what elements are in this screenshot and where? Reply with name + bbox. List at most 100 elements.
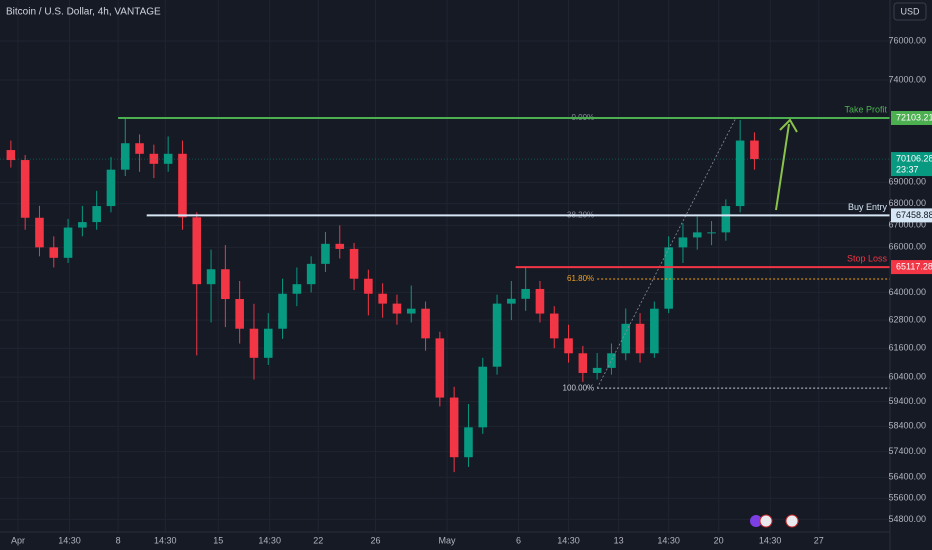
candle-body: [335, 243, 345, 249]
y-tick-label: 61600.00: [888, 343, 926, 353]
level-price-label: 72103.21: [896, 112, 932, 122]
event-icon[interactable]: [785, 514, 799, 528]
candle-body: [578, 353, 588, 373]
y-tick-label: 54800.00: [888, 514, 926, 524]
candle-body: [192, 217, 202, 285]
x-tick-label: 27: [814, 535, 824, 545]
axes: 76000.00 74000.00 69000.00 68000.00 67000.00…: [11, 35, 932, 545]
candle-body: [292, 284, 302, 294]
candle-body: [607, 353, 616, 368]
x-tick-label: Apr: [11, 535, 25, 545]
x-tick-label: 14:30: [258, 535, 281, 545]
event-icon[interactable]: [750, 515, 762, 527]
candle-body: [306, 263, 316, 285]
y-tick-label: 55600.00: [888, 493, 926, 503]
level-name: Take Profit: [844, 104, 887, 114]
x-tick-label: 6: [516, 535, 521, 545]
x-tick-label: May: [438, 535, 456, 545]
y-tick-label: 68000.00: [888, 198, 926, 208]
y-tick-label: 62800.00: [888, 314, 926, 324]
candle-body: [449, 397, 459, 458]
level-name: Stop Loss: [847, 253, 888, 263]
y-tick-label: 66000.00: [888, 242, 926, 252]
candle-body: [478, 366, 488, 428]
candle-body: [92, 206, 101, 223]
candle-body: [735, 140, 745, 207]
candle-body: [206, 269, 216, 285]
candle-body: [35, 217, 44, 248]
candle-body: [235, 299, 244, 329]
current-price-label: 70106.28: [896, 153, 932, 163]
level-price-label: 67458.88: [896, 210, 932, 220]
candle-body: [521, 288, 530, 299]
x-tick-label: 8: [116, 535, 121, 545]
candle-body: [278, 293, 287, 329]
arrow-shaft: [775, 123, 790, 211]
y-tick-label: 76000.00: [888, 35, 926, 45]
event-icons: [750, 514, 799, 528]
candle-body: [492, 303, 502, 367]
y-tick-label: 60400.00: [888, 371, 926, 381]
fib-level-label: 61.80%: [567, 274, 594, 283]
candle-body: [421, 308, 430, 339]
x-tick-label: 14:30: [657, 535, 680, 545]
candle-body: [221, 269, 230, 300]
candle-body: [721, 206, 731, 233]
candle-body: [120, 143, 130, 170]
candle-body: [692, 232, 702, 238]
x-tick-label: 14:30: [759, 535, 782, 545]
event-icon[interactable]: [759, 514, 773, 528]
x-tick-label: 14:30: [154, 535, 177, 545]
level-price-box: [891, 208, 932, 223]
candle-body: [392, 303, 402, 314]
x-tick-label: 13: [614, 535, 624, 545]
candle-body: [6, 150, 16, 161]
level-price-box: [891, 260, 932, 275]
currency-label[interactable]: USD: [900, 6, 920, 16]
fib-trend-line: [596, 117, 737, 389]
y-tick-label: 58400.00: [888, 421, 926, 431]
x-tick-label: 15: [213, 535, 223, 545]
y-tick-label: 64000.00: [888, 287, 926, 297]
candle-body: [650, 308, 659, 354]
y-tick-label: 74000.00: [888, 74, 926, 84]
y-tick-label: 59400.00: [888, 396, 926, 406]
fib-level-label: 100.00%: [563, 383, 595, 392]
candle-body: [592, 367, 602, 373]
level-name: Buy Entry: [848, 202, 888, 212]
candle-body: [621, 323, 631, 354]
x-tick-label: 14:30: [58, 535, 81, 545]
symbol-title: Bitcoin / U.S. Dollar, 4h, VANTAGE: [6, 7, 161, 18]
candle-body: [135, 143, 144, 154]
level-price-label: 65117.28: [896, 261, 932, 271]
candle-body: [635, 323, 645, 354]
currency-button[interactable]: [893, 2, 927, 21]
candle-body: [535, 288, 545, 314]
countdown-label: 23:37: [896, 164, 919, 174]
candle-body: [750, 140, 759, 160]
candle-body: [106, 169, 116, 207]
candle-body: [78, 222, 87, 228]
level-price-box: [891, 110, 932, 125]
candle-body: [49, 247, 59, 258]
candle-body: [707, 232, 716, 234]
candle-body: [20, 160, 30, 218]
candle-body: [349, 248, 359, 279]
candle-body: [178, 153, 187, 218]
arrow-head: [779, 118, 798, 133]
x-tick-label: 26: [370, 535, 380, 545]
grid: [0, 0, 890, 532]
y-tick-label: 69000.00: [888, 177, 926, 187]
candle-body: [321, 243, 330, 264]
candle-body: [549, 313, 559, 339]
candle-body: [406, 308, 416, 314]
y-tick-label: 56400.00: [888, 472, 926, 482]
candle-body: [364, 278, 373, 294]
candle-body: [464, 427, 473, 458]
candle-body: [564, 338, 573, 354]
candle-body: [378, 293, 387, 304]
candle-body: [507, 298, 516, 304]
current-price-box: [891, 152, 932, 177]
